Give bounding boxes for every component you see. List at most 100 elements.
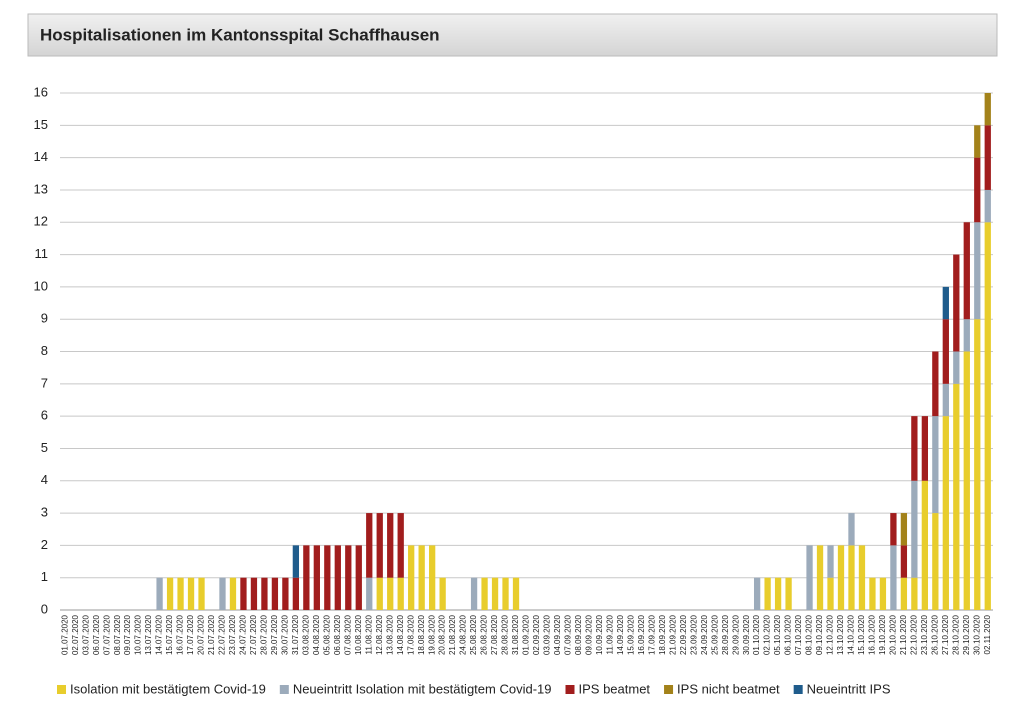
bar-segment bbox=[229, 577, 237, 610]
x-tick-label: 07.08.2020 bbox=[343, 614, 352, 655]
bar-segment bbox=[376, 513, 383, 578]
x-tick-label: 09.09.2020 bbox=[585, 614, 594, 655]
bar-segment bbox=[984, 222, 991, 610]
x-tick-label: 11.09.2020 bbox=[605, 614, 614, 654]
bar-segment bbox=[848, 513, 855, 546]
bar-segment bbox=[376, 577, 383, 610]
bar-segment bbox=[502, 577, 509, 610]
y-tick-label: 5 bbox=[41, 440, 48, 455]
bar-segment bbox=[219, 577, 226, 610]
bar-segment bbox=[869, 577, 876, 610]
x-tick-label: 14.09.2020 bbox=[616, 614, 625, 655]
x-tick-label: 10.08.2020 bbox=[354, 614, 363, 655]
bar-segment bbox=[911, 416, 918, 481]
bar-segment bbox=[974, 222, 981, 320]
y-tick-label: 13 bbox=[34, 181, 48, 196]
bar-segment bbox=[963, 222, 970, 320]
y-tick-label: 1 bbox=[41, 569, 48, 584]
bar-segment bbox=[334, 545, 341, 610]
x-tick-label: 28.10.2020 bbox=[951, 614, 960, 655]
x-tick-label: 01.07.2020 bbox=[60, 614, 69, 655]
legend-swatch bbox=[57, 685, 66, 694]
x-tick-label: 08.07.2020 bbox=[113, 614, 122, 655]
x-tick-label: 02.10.2020 bbox=[763, 614, 772, 655]
bar-segment bbox=[932, 513, 939, 610]
x-tick-label: 08.09.2020 bbox=[574, 614, 583, 655]
x-tick-label: 23.07.2020 bbox=[228, 614, 237, 655]
y-tick-label: 14 bbox=[34, 149, 48, 164]
x-tick-label: 22.09.2020 bbox=[679, 614, 688, 655]
x-tick-label: 22.07.2020 bbox=[218, 614, 227, 655]
x-tick-label: 10.09.2020 bbox=[595, 614, 604, 655]
bar-segment bbox=[198, 577, 205, 610]
x-tick-label: 21.10.2020 bbox=[899, 614, 908, 655]
bar-segment bbox=[953, 254, 960, 352]
bar-segment bbox=[292, 577, 300, 610]
x-tick-label: 27.07.2020 bbox=[249, 614, 258, 655]
legend-label: Neueintritt Isolation mit bestätigtem Co… bbox=[293, 681, 552, 696]
y-tick-label: 9 bbox=[41, 311, 48, 326]
bar-segment bbox=[470, 577, 478, 610]
x-tick-label: 15.07.2020 bbox=[165, 614, 174, 655]
bar-segment bbox=[313, 545, 320, 610]
bar-segment bbox=[984, 189, 991, 223]
bar-segment bbox=[512, 577, 520, 610]
x-tick-label: 03.08.2020 bbox=[301, 614, 310, 655]
x-tick-label: 31.08.2020 bbox=[511, 614, 520, 655]
bar-segment bbox=[271, 577, 279, 610]
x-tick-label: 20.10.2020 bbox=[889, 614, 898, 655]
bar-segment bbox=[764, 577, 771, 610]
chart-title: Hospitalisationen im Kantonsspital Schaf… bbox=[40, 25, 440, 44]
bar-segment bbox=[439, 577, 446, 610]
bar-segment bbox=[166, 577, 174, 610]
x-tick-label: 18.09.2020 bbox=[658, 614, 667, 655]
y-tick-label: 7 bbox=[41, 375, 48, 390]
bar-segment bbox=[974, 157, 981, 223]
x-tick-label: 15.10.2020 bbox=[857, 614, 866, 655]
x-tick-label: 05.10.2020 bbox=[773, 614, 782, 655]
bar-segment bbox=[921, 480, 929, 610]
bar-segment bbox=[911, 480, 918, 578]
bar-segment bbox=[816, 545, 824, 610]
legend-label: IPS nicht beatmet bbox=[677, 681, 780, 696]
bar-segment bbox=[366, 513, 373, 578]
bar-segment bbox=[942, 416, 949, 610]
x-tick-label: 05.08.2020 bbox=[322, 614, 331, 655]
x-tick-label: 25.08.2020 bbox=[469, 614, 478, 655]
bar-segment bbox=[848, 545, 855, 610]
x-tick-label: 29.10.2020 bbox=[962, 614, 971, 655]
x-tick-label: 08.10.2020 bbox=[805, 614, 814, 655]
x-tick-label: 16.09.2020 bbox=[637, 614, 646, 655]
y-tick-label: 2 bbox=[41, 537, 48, 552]
bar-segment bbox=[397, 513, 404, 578]
bar-segment bbox=[177, 577, 184, 610]
x-tick-label: 21.07.2020 bbox=[207, 614, 216, 655]
bar-segment bbox=[953, 351, 960, 384]
legend-label: IPS beatmet bbox=[579, 681, 651, 696]
y-tick-label: 11 bbox=[35, 246, 49, 261]
bar-segment bbox=[953, 383, 960, 610]
x-tick-label: 04.09.2020 bbox=[553, 614, 562, 655]
bar-segment bbox=[911, 577, 918, 610]
bar-segment bbox=[408, 545, 415, 610]
bar-segment bbox=[827, 577, 834, 610]
bar-segment bbox=[156, 577, 163, 610]
x-tick-label: 09.07.2020 bbox=[123, 614, 132, 655]
bar-segment bbox=[921, 416, 929, 481]
x-tick-label: 01.09.2020 bbox=[522, 614, 531, 655]
bar-segment bbox=[345, 545, 352, 610]
x-tick-label: 02.11.2020 bbox=[983, 614, 992, 654]
x-tick-label: 24.09.2020 bbox=[700, 614, 709, 655]
bar-segment bbox=[418, 545, 425, 610]
bar-segment bbox=[292, 545, 300, 578]
x-tick-label: 14.10.2020 bbox=[847, 614, 856, 655]
x-tick-label: 23.09.2020 bbox=[689, 614, 698, 655]
legend-swatch bbox=[565, 685, 575, 694]
legend-swatch bbox=[279, 685, 289, 694]
x-tick-label: 13.08.2020 bbox=[385, 614, 394, 655]
bar-segment bbox=[942, 383, 949, 417]
bar-segment bbox=[774, 577, 782, 610]
bar-segment bbox=[481, 577, 488, 610]
x-tick-label: 28.09.2020 bbox=[721, 614, 730, 655]
y-tick-label: 0 bbox=[41, 601, 48, 616]
